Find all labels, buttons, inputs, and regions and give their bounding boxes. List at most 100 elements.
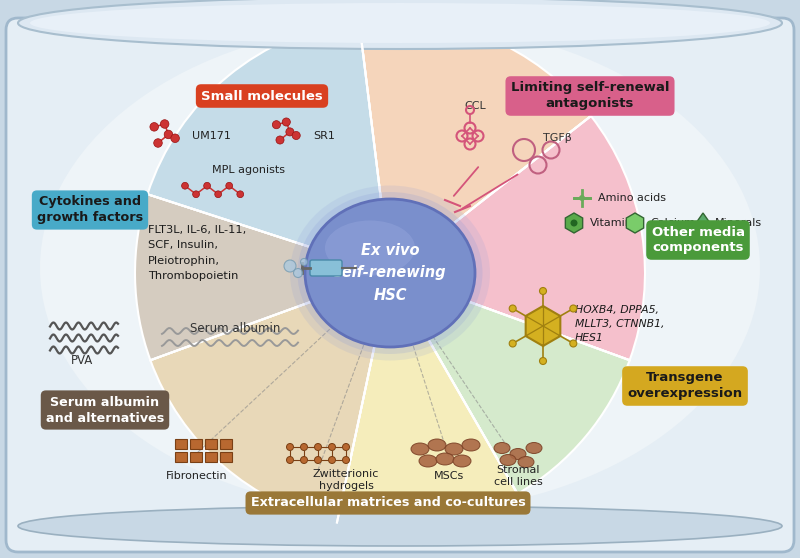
Circle shape	[284, 260, 296, 272]
Text: Ex vivo
self-renewing
HSC: Ex vivo self-renewing HSC	[334, 243, 446, 302]
Polygon shape	[526, 306, 560, 346]
Ellipse shape	[462, 439, 480, 451]
Bar	[175, 439, 187, 449]
Wedge shape	[147, 20, 390, 273]
FancyBboxPatch shape	[6, 18, 794, 552]
Ellipse shape	[494, 442, 510, 454]
Circle shape	[509, 340, 516, 347]
Circle shape	[314, 456, 322, 464]
Circle shape	[286, 128, 294, 136]
Ellipse shape	[445, 443, 463, 455]
Circle shape	[237, 191, 244, 198]
Circle shape	[286, 444, 294, 450]
Bar	[220, 452, 232, 462]
Circle shape	[276, 136, 284, 144]
Circle shape	[539, 358, 546, 364]
FancyBboxPatch shape	[310, 260, 342, 276]
Bar	[175, 452, 187, 462]
Ellipse shape	[510, 449, 526, 459]
Ellipse shape	[298, 192, 482, 354]
Circle shape	[292, 132, 300, 140]
Text: Amino acids: Amino acids	[598, 193, 666, 203]
Ellipse shape	[419, 455, 437, 467]
Circle shape	[182, 182, 189, 189]
Text: Other media
components: Other media components	[651, 225, 745, 254]
Text: Fibronectin: Fibronectin	[166, 471, 228, 481]
Text: UM171: UM171	[192, 131, 231, 141]
Text: TGFβ: TGFβ	[543, 133, 572, 143]
Circle shape	[579, 195, 585, 201]
Circle shape	[539, 287, 546, 295]
Wedge shape	[150, 273, 390, 522]
Bar	[205, 452, 217, 462]
Text: Serum albumin
and alternatives: Serum albumin and alternatives	[46, 396, 164, 425]
Ellipse shape	[500, 455, 516, 465]
Circle shape	[154, 139, 162, 147]
Ellipse shape	[290, 185, 490, 360]
Text: Stromal
cell lines: Stromal cell lines	[494, 465, 542, 487]
Text: Calcium: Calcium	[650, 218, 695, 228]
Text: MLLT3, CTNNB1,: MLLT3, CTNNB1,	[575, 319, 665, 329]
Ellipse shape	[30, 3, 770, 43]
Ellipse shape	[18, 506, 782, 546]
Circle shape	[301, 456, 307, 464]
Bar	[190, 439, 202, 449]
Circle shape	[164, 130, 173, 139]
Circle shape	[160, 120, 169, 128]
Ellipse shape	[453, 455, 471, 467]
Wedge shape	[390, 273, 630, 494]
Circle shape	[282, 118, 290, 126]
Circle shape	[294, 268, 302, 277]
Text: FLT3L, IL-6, IL-11,
SCF, Insulin,
Pleiotrophin,
Thrombopoietin: FLT3L, IL-6, IL-11, SCF, Insulin, Pleiot…	[148, 225, 246, 281]
Circle shape	[286, 456, 294, 464]
Bar	[190, 452, 202, 462]
Text: MSCs: MSCs	[434, 471, 464, 481]
Ellipse shape	[411, 443, 429, 455]
Circle shape	[570, 340, 577, 347]
Circle shape	[570, 305, 577, 312]
Wedge shape	[359, 18, 591, 273]
Bar	[205, 439, 217, 449]
Ellipse shape	[18, 0, 782, 49]
Circle shape	[570, 219, 578, 227]
Circle shape	[214, 191, 222, 198]
Text: Small molecules: Small molecules	[201, 89, 323, 103]
Text: Limiting self-renewal
antagonists: Limiting self-renewal antagonists	[510, 81, 670, 110]
Wedge shape	[390, 116, 645, 360]
Polygon shape	[626, 213, 644, 233]
Circle shape	[342, 444, 350, 450]
Text: Zwitterionic
hydrogels: Zwitterionic hydrogels	[313, 469, 379, 491]
Circle shape	[226, 182, 233, 189]
Text: MPL agonists: MPL agonists	[211, 165, 285, 175]
Circle shape	[329, 444, 335, 450]
Circle shape	[314, 444, 322, 450]
Polygon shape	[696, 213, 710, 233]
Text: Cytokines and
growth factors: Cytokines and growth factors	[37, 195, 143, 224]
Circle shape	[329, 456, 335, 464]
Text: SR1: SR1	[313, 131, 335, 141]
Circle shape	[509, 305, 516, 312]
Text: Transgene
overexpression: Transgene overexpression	[627, 372, 742, 401]
Text: Extracellular matrices and co-cultures: Extracellular matrices and co-cultures	[250, 497, 526, 509]
Circle shape	[193, 191, 199, 198]
Bar	[220, 439, 232, 449]
Text: HOXB4, DPPA5,: HOXB4, DPPA5,	[575, 305, 659, 315]
Ellipse shape	[305, 199, 475, 347]
Circle shape	[150, 123, 158, 131]
Wedge shape	[337, 273, 518, 528]
Text: Vitamins: Vitamins	[590, 218, 638, 228]
Ellipse shape	[40, 23, 760, 513]
Polygon shape	[566, 213, 582, 233]
Ellipse shape	[518, 456, 534, 468]
Circle shape	[301, 258, 307, 266]
Ellipse shape	[436, 453, 454, 465]
Ellipse shape	[325, 220, 415, 276]
Ellipse shape	[526, 442, 542, 454]
Text: Minerals: Minerals	[715, 218, 762, 228]
Wedge shape	[135, 194, 390, 360]
Circle shape	[204, 182, 210, 189]
Text: PVA: PVA	[71, 354, 93, 367]
Text: Serum albumin: Serum albumin	[190, 321, 280, 334]
Circle shape	[171, 134, 179, 142]
Ellipse shape	[428, 439, 446, 451]
